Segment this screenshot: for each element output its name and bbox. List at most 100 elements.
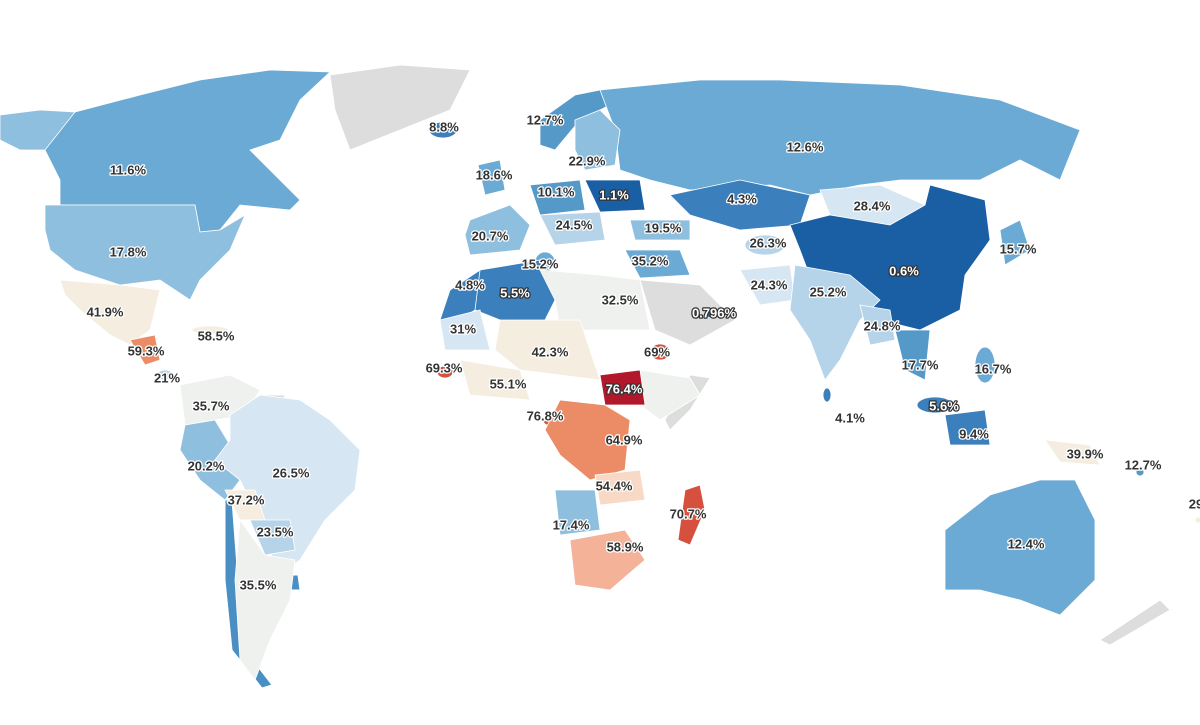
country-label: 26.5% — [273, 465, 310, 480]
country — [477, 159, 506, 196]
country-label: 70.7% — [670, 506, 707, 521]
country — [599, 79, 1081, 196]
greenland — [329, 64, 471, 151]
new-zealand — [1099, 599, 1171, 646]
country-label: 20.2% — [188, 458, 225, 473]
country — [974, 346, 996, 384]
country — [59, 279, 161, 346]
country — [944, 409, 991, 446]
country — [584, 179, 646, 213]
middle-east — [639, 279, 736, 346]
country — [999, 219, 1031, 266]
country — [599, 369, 646, 406]
country-label: 12.6% — [787, 139, 824, 154]
country-label: 8.8% — [429, 119, 459, 134]
labels: 8.8% 12.7% 11.6% 12.6% 22.9% 18.6% 10.1% 1.1% 4.… — [85, 111, 1200, 594]
country-label: 22.9% — [569, 153, 606, 168]
country — [624, 249, 691, 279]
country — [744, 234, 786, 256]
country-label: 35.2% — [632, 253, 669, 268]
country-label: 76.8% — [527, 408, 564, 423]
background-land — [224, 64, 1171, 689]
country-label: 25.2% — [810, 284, 847, 299]
regions — [0, 69, 1200, 681]
country — [594, 469, 646, 506]
country — [156, 369, 174, 381]
country — [822, 387, 832, 403]
country-label: 12.7% — [527, 112, 564, 127]
country — [494, 319, 601, 381]
country — [554, 489, 601, 536]
country-label: 42.3% — [532, 344, 569, 359]
country-label: 18.6% — [476, 167, 513, 182]
country-label: 10.1% — [538, 184, 575, 199]
country — [629, 219, 691, 241]
country-label: 76.4% — [606, 381, 643, 396]
country — [894, 329, 931, 381]
country-label: 24.8% — [864, 318, 901, 333]
country — [249, 519, 296, 556]
country — [859, 304, 896, 346]
country — [649, 343, 671, 361]
country-label: 39.9% — [1067, 446, 1104, 461]
country-label: 0.6% — [889, 263, 919, 278]
country-label: 0.796% — [692, 305, 737, 320]
country — [529, 179, 586, 216]
country-label: 58.9% — [607, 539, 644, 554]
country — [705, 309, 719, 319]
country — [234, 518, 296, 681]
country — [677, 484, 706, 546]
country-label: 17.4% — [553, 517, 590, 532]
country — [944, 479, 1096, 616]
country-label: 12.7% — [1125, 457, 1162, 472]
country — [539, 269, 651, 331]
country-label: 54.4% — [596, 478, 633, 493]
country-label: 23.5% — [257, 524, 294, 539]
country — [214, 394, 361, 576]
country — [428, 121, 458, 139]
country — [436, 365, 454, 379]
country-label: 9.4% — [959, 426, 989, 441]
country-label: 35.5% — [240, 577, 277, 592]
country-label: 12.4% — [1008, 536, 1045, 551]
country-label: 4.8% — [455, 277, 485, 292]
country — [1044, 439, 1101, 466]
country-label: 55.1% — [490, 376, 527, 391]
country — [464, 204, 531, 256]
country-label: 37.2% — [228, 492, 265, 507]
country-label: 58.5% — [198, 328, 235, 343]
country — [539, 211, 606, 246]
country-label: 69% — [644, 344, 670, 359]
country — [789, 264, 881, 381]
country — [0, 109, 76, 151]
country-label: 31% — [450, 321, 476, 336]
country-label: 24.5% — [556, 217, 593, 232]
country-label: 59.3% — [128, 343, 165, 358]
country-label: 15.7% — [1000, 241, 1037, 256]
country — [191, 325, 229, 335]
country-label: 4.1% — [835, 410, 865, 425]
country-label: 15.2% — [522, 256, 559, 271]
country — [44, 204, 246, 301]
country — [459, 359, 531, 401]
country-label: 32.5% — [602, 292, 639, 307]
chile — [224, 499, 273, 689]
country-label: 19.5% — [645, 220, 682, 235]
country — [569, 529, 646, 591]
country-label: 21% — [154, 370, 180, 385]
country-label: 17.7% — [902, 357, 939, 372]
country-label: 5.5% — [500, 285, 530, 300]
country — [1135, 467, 1145, 477]
country-label: 29 — [1189, 496, 1200, 511]
country-label: 1.1% — [599, 187, 629, 202]
country-label: 41.9% — [87, 304, 124, 319]
country-label: 20.7% — [472, 228, 509, 243]
country-label: 5.6% — [929, 398, 959, 413]
country — [439, 309, 491, 351]
country — [1194, 516, 1200, 524]
country — [916, 396, 954, 414]
country-label: 64.9% — [606, 432, 643, 447]
country-label: 17.8% — [110, 244, 147, 259]
country-label: 69.3% — [426, 360, 463, 375]
